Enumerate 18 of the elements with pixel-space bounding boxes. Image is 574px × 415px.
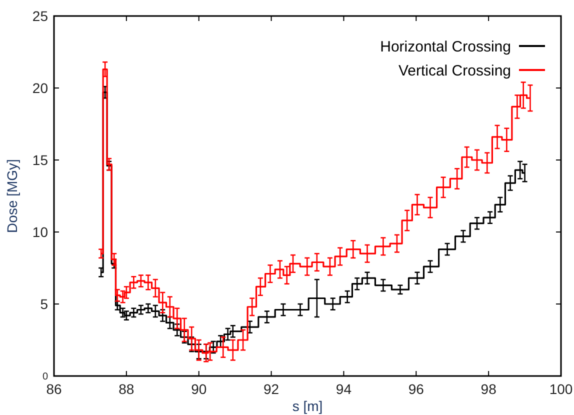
y-tick-label: 10 [32, 224, 48, 240]
y-tick-label: 0 [42, 372, 48, 382]
y-axis-title: Dose [MGy] [4, 159, 20, 233]
legend-label: Vertical Crossing [398, 62, 511, 80]
x-tick-label: 88 [118, 381, 134, 397]
x-axis-title: s [m] [292, 398, 323, 414]
x-tick-label: 94 [336, 381, 352, 397]
x-tick-label: 90 [191, 381, 207, 397]
x-tick-label: 96 [408, 381, 424, 397]
y-tick-label: 15 [32, 152, 48, 168]
y-tick-label: 5 [40, 296, 48, 312]
legend-label: Horizontal Crossing [380, 38, 511, 56]
x-tick-label: 92 [263, 381, 280, 397]
y-tick-label: 25 [32, 8, 48, 24]
x-tick-label: 98 [480, 381, 497, 397]
x-tick-label: 86 [46, 381, 62, 397]
y-tick-label: 20 [32, 80, 48, 96]
x-tick-label: 100 [549, 381, 573, 397]
